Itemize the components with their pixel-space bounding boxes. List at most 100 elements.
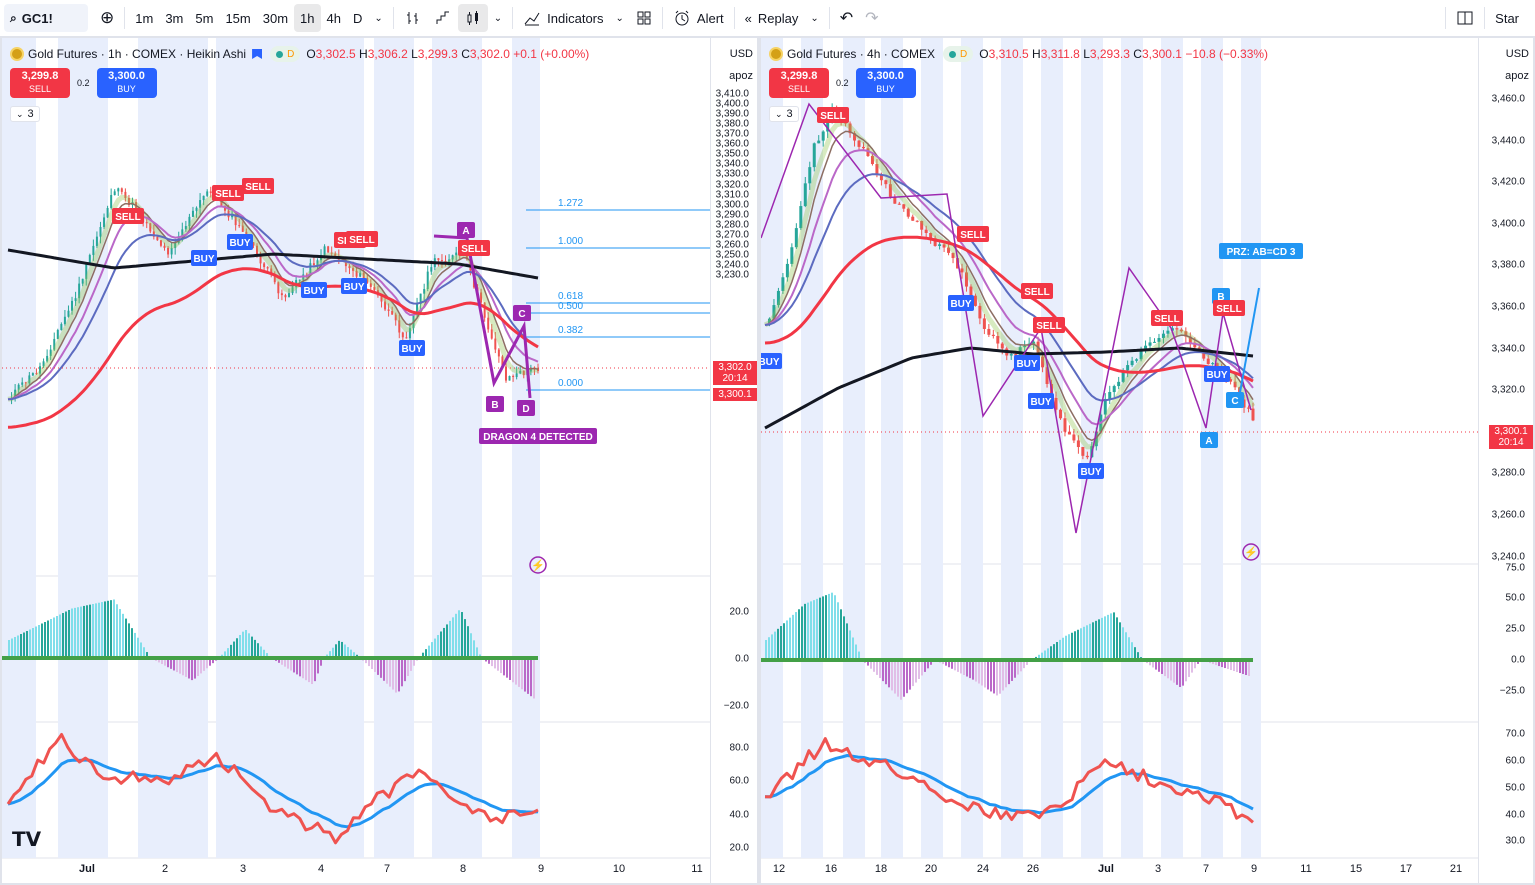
flag-icon[interactable] [252,49,263,59]
interval-D[interactable]: D [352,10,363,26]
interval-3m[interactable]: 3m [165,10,184,26]
osc-bar [858,651,860,660]
scale-mode-button[interactable]: apoz [729,70,753,82]
indicators-collapse-button[interactable]: ⌄ 3 [769,106,799,122]
right-chart-pane[interactable]: PRZ: AB=CD 3 A B C ⚡ SELL SELL SELL SELL SELL SELL… [761,38,1533,883]
osc-bar [134,632,136,658]
scale-mode-button[interactable]: apoz [1505,70,1529,82]
candle-chart-icon[interactable] [457,4,488,32]
undo-icon[interactable]: ↶ [839,10,854,27]
buy-button[interactable]: 3,300.0 BUY [855,68,916,98]
pattern-point-C-bg [1226,392,1244,408]
time-axis-label: Jul [1098,863,1114,875]
osc-bar [65,611,67,658]
osc-bar [774,631,776,660]
indicators-collapse-button[interactable]: ⌄ 3 [10,106,40,122]
interval-15m[interactable]: 15m [225,10,251,26]
data-status-chip[interactable]: D [270,46,301,62]
candle-body [255,245,258,255]
last-price-value: 3,302.0 [718,362,752,373]
lightning-icon [1242,543,1260,561]
candle-body [231,214,234,218]
interval-1m[interactable]: 1m [135,10,154,26]
osc-bar [161,658,163,665]
interval-4h[interactable]: 4h [326,10,341,26]
pattern-point-B-bg [486,396,504,412]
candle-body [1153,341,1157,343]
symbol-search[interactable]: ⌕ GC1! [4,4,88,32]
session-shade [881,38,903,858]
gold-icon [769,47,783,61]
buy-button[interactable]: 3,300.0 BUY [96,68,157,98]
signal-buy-bg [1204,366,1230,382]
osc-bar [765,640,767,660]
osc-bar [92,604,94,658]
interval-1h[interactable]: 1h [294,4,321,32]
osc-bar [467,626,469,658]
session-shade [138,38,208,858]
candle-body [483,302,486,318]
d-badge: D [287,48,295,60]
candle-body [1014,354,1018,356]
candle-body [1242,399,1246,408]
candle-body [21,382,24,385]
left-price-axis[interactable]: USD apoz 3,410.0 3,400.0 3,390.0 3,380.0 3,3… [710,38,757,883]
candle-body [405,337,408,339]
osc-bar [38,625,40,658]
alert-button[interactable]: Alert [667,4,730,32]
osc-bar [497,658,499,671]
osc-bar [1179,660,1181,687]
currency-button[interactable]: USD [1505,48,1529,60]
indicators-button[interactable]: Indicators [517,4,609,32]
right-chart-canvas[interactable]: PRZ: AB=CD 3 A B C ⚡ SELL SELL SELL SELL SELL SELL… [761,38,1533,883]
h-key: H [359,47,368,61]
osc-bar [440,631,442,658]
redo-icon[interactable]: ↷ [865,10,879,27]
l-key: L [1083,47,1090,61]
interval-30m[interactable]: 30m [262,10,289,26]
bar-chart-icon[interactable] [398,4,428,32]
osc-bar [398,658,400,692]
candle-body [1103,398,1107,415]
data-status-chip[interactable]: D [943,46,974,62]
replay-button[interactable]: « Replay [739,4,805,32]
interval-5m[interactable]: 5m [195,10,214,26]
sell-button[interactable]: 3,299.8 SELL [10,68,70,98]
chevron-down-icon[interactable]: ⌄ [810,12,819,24]
osc-bar [122,613,124,658]
candle-body [149,223,152,232]
chevron-down-icon[interactable]: ⌄ [374,12,383,24]
templates-icon[interactable] [630,4,658,32]
sell-price: 3,299.8 [21,70,59,82]
time-axis-label: 2 [161,863,169,875]
currency-button[interactable]: USD [729,48,753,60]
osc-bar [320,658,322,666]
right-symbol-title[interactable]: Gold Futures · 4h · COMEX [787,47,936,61]
split-layout-glyph [1457,11,1473,25]
sell-button[interactable]: 3,299.8 SELL [769,68,829,98]
osc-bar [921,660,923,676]
session-shade [1041,38,1063,858]
chevron-down-icon[interactable]: ⌄ [615,12,624,24]
lightning-glyph: ⚡ [1244,546,1258,559]
osc-bar [227,648,229,658]
layout-icon[interactable] [1450,4,1480,32]
osc-bar [299,658,301,677]
chevron-down-icon[interactable]: ⌄ [493,12,503,24]
star-button[interactable]: Star [1495,10,1519,26]
osc-bar [960,660,962,674]
candle-body [159,240,162,246]
candle-body [277,282,280,294]
osc-bar [53,617,55,658]
compare-symbol-button[interactable]: ⊕ [100,8,115,27]
line-chart-icon[interactable] [428,4,458,32]
left-symbol-title[interactable]: Gold Futures · 1h · COMEX · Heikin Ashi [28,47,247,61]
candle-body [884,180,888,185]
left-chart-pane[interactable]: 1.272 1.000 0.618 0.500 0.382 0.000 A B C D DRAGON… [2,38,757,883]
osc-bar [143,647,145,658]
right-price-axis[interactable]: USD apoz 3,460.0 3,440.0 3,420.0 3,400.0 3,3… [1478,38,1533,883]
osc-bar [1152,660,1154,668]
candle-body [519,370,522,374]
osc-bar [1110,613,1112,660]
